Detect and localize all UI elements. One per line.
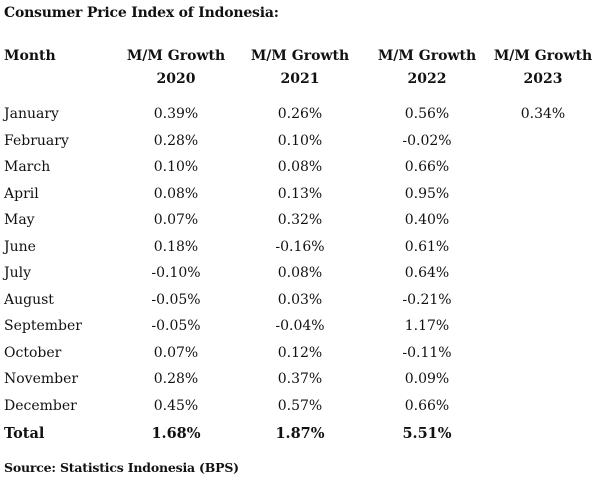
total-row: Total 1.68% 1.87% 5.51%	[0, 419, 596, 449]
page-title: Consumer Price Index of Indonesia:	[4, 5, 279, 21]
table-row: September -0.05% -0.04% 1.17%	[0, 313, 596, 340]
value-cell: -0.11%	[402, 344, 452, 361]
value-cell: 0.10%	[277, 132, 323, 149]
table-row: June 0.18% -0.16% 0.61%	[0, 234, 596, 261]
column-header-year: 2021	[280, 71, 320, 87]
value-cell: 0.07%	[153, 212, 199, 228]
month-cell: April	[4, 185, 39, 202]
month-cell: March	[4, 159, 51, 175]
value-cell	[490, 260, 596, 287]
table-row: November 0.28% 0.37% 0.09%	[0, 366, 596, 393]
value-cell: 0.12%	[277, 344, 323, 361]
value-cell	[490, 234, 596, 261]
table-row: July -0.10% 0.08% 0.64%	[0, 260, 596, 287]
value-cell: 0.13%	[277, 185, 323, 202]
column-header-year: 2020	[156, 71, 196, 87]
value-cell: 0.08%	[277, 265, 323, 281]
table-row: December 0.45% 0.57% 0.66%	[0, 393, 596, 420]
month-column-header: Month	[4, 48, 56, 64]
value-cell	[490, 313, 596, 340]
table-row: October 0.07% 0.12% -0.11%	[0, 340, 596, 367]
table-header: Month M/M Growth 2020 M/M Growth 2021 M/…	[0, 45, 596, 101]
month-cell: August	[4, 291, 54, 308]
cpi-table: Month M/M Growth 2020 M/M Growth 2021 M/…	[0, 45, 596, 449]
value-cell: -0.05%	[151, 318, 201, 334]
value-cell: 0.95%	[404, 185, 450, 202]
month-cell: June	[4, 238, 36, 255]
value-cell: 0.32%	[277, 212, 323, 228]
value-cell	[490, 207, 596, 234]
month-cell: January	[4, 106, 59, 122]
value-cell: 0.57%	[277, 397, 323, 414]
value-cell: 1.17%	[404, 318, 450, 334]
value-cell: 0.45%	[153, 397, 199, 414]
total-value-cell: 1.68%	[151, 425, 201, 442]
value-cell: 0.56%	[404, 106, 450, 122]
table-row: January 0.39% 0.26% 0.56% 0.34%	[0, 101, 596, 128]
column-header-2021: M/M Growth 2021	[236, 45, 364, 101]
table-row: March 0.10% 0.08% 0.66%	[0, 154, 596, 181]
column-header-2022: M/M Growth 2022	[364, 45, 490, 101]
value-cell: 0.64%	[404, 265, 450, 281]
column-header-label: M/M Growth	[377, 48, 477, 64]
column-header-year: 2022	[407, 71, 447, 87]
month-cell: July	[4, 265, 32, 281]
value-cell: 0.18%	[153, 238, 199, 255]
value-cell	[490, 340, 596, 367]
value-cell: 0.03%	[277, 291, 323, 308]
source-note: Source: Statistics Indonesia (BPS)	[4, 460, 239, 475]
month-cell: February	[4, 132, 69, 149]
column-header-year: 2023	[523, 71, 563, 87]
value-cell: 0.66%	[404, 397, 450, 414]
value-cell: -0.02%	[402, 132, 452, 149]
value-cell	[490, 366, 596, 393]
value-cell	[490, 128, 596, 155]
value-cell: 0.40%	[404, 212, 450, 228]
value-cell: -0.05%	[151, 291, 201, 308]
value-cell: 0.37%	[277, 371, 323, 387]
table-row: May 0.07% 0.32% 0.40%	[0, 207, 596, 234]
value-cell: 0.66%	[404, 159, 450, 175]
value-cell	[490, 154, 596, 181]
value-cell	[490, 287, 596, 314]
column-header-label: M/M Growth	[493, 48, 593, 64]
column-header-label: M/M Growth	[250, 48, 350, 64]
value-cell: -0.16%	[275, 238, 325, 255]
total-value-cell	[490, 419, 596, 449]
month-cell: October	[4, 344, 62, 361]
value-cell: 0.61%	[404, 238, 450, 255]
value-cell: -0.21%	[402, 291, 452, 308]
value-cell: 0.08%	[277, 159, 323, 175]
value-cell	[490, 393, 596, 420]
value-cell: 0.09%	[404, 371, 450, 387]
value-cell: -0.04%	[275, 318, 325, 334]
total-value-cell: 1.87%	[275, 425, 325, 442]
total-value-cell: 5.51%	[402, 425, 452, 442]
table-row: February 0.28% 0.10% -0.02%	[0, 128, 596, 155]
column-header-2020: M/M Growth 2020	[116, 45, 236, 101]
column-header-label: M/M Growth	[126, 48, 226, 64]
total-label: Total	[4, 425, 45, 442]
month-cell: May	[4, 212, 35, 228]
table-row: April 0.08% 0.13% 0.95%	[0, 181, 596, 208]
value-cell: 0.10%	[153, 159, 199, 175]
value-cell	[490, 181, 596, 208]
value-cell: 0.28%	[153, 371, 199, 387]
value-cell: 0.26%	[277, 106, 323, 122]
column-header-2023: M/M Growth 2023	[490, 45, 596, 101]
month-cell: September	[4, 318, 82, 334]
table-body: January 0.39% 0.26% 0.56% 0.34% February…	[0, 101, 596, 449]
value-cell: 0.08%	[153, 185, 199, 202]
month-cell: November	[4, 371, 79, 387]
value-cell: 0.28%	[153, 132, 199, 149]
table-row: August -0.05% 0.03% -0.21%	[0, 287, 596, 314]
value-cell: 0.07%	[153, 344, 199, 361]
value-cell: -0.10%	[151, 265, 201, 281]
value-cell: 0.39%	[153, 106, 199, 122]
value-cell: 0.34%	[520, 106, 566, 122]
month-cell: December	[4, 397, 77, 414]
